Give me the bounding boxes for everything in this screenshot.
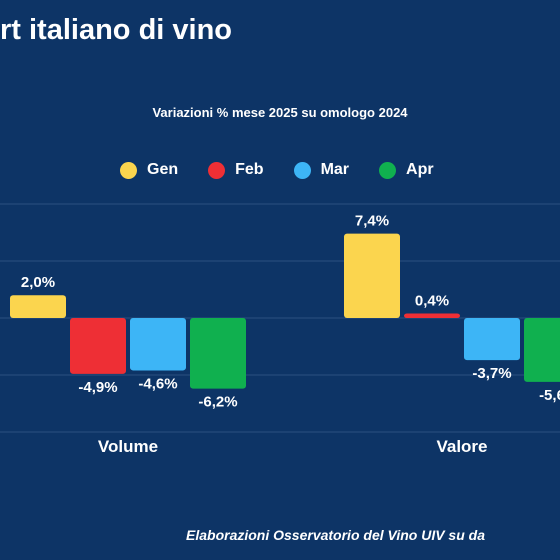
data-label: -5,6 (539, 387, 560, 404)
category-label: Volume (98, 437, 158, 456)
legend-swatch-gen (120, 161, 137, 179)
legend-item-feb: Feb (208, 161, 264, 179)
category-label: Valore (436, 437, 487, 456)
source-footer: Elaborazioni Osservatorio del Vino UIV s… (186, 527, 485, 543)
legend-label-feb: Feb (235, 161, 264, 178)
bar-mar-volume (130, 318, 186, 371)
chart-legend: Gen Feb Mar Apr (120, 161, 464, 179)
chart-title: rt italiano di vino (0, 14, 233, 46)
bar-apr-valore (524, 318, 560, 382)
legend-item-gen: Gen (120, 161, 178, 179)
data-label: 0,4% (415, 292, 449, 309)
data-label: -4,9% (78, 379, 117, 396)
legend-swatch-apr (379, 161, 397, 179)
bar-mar-valore (464, 318, 520, 361)
bar-gen-valore (344, 233, 400, 318)
chart-subtitle: Variazioni % mese 2025 su omologo 2024 (152, 105, 408, 120)
bar-gen-volume (10, 295, 66, 318)
legend-item-mar: Mar (293, 161, 350, 179)
bar-feb-volume (70, 318, 126, 374)
data-label: -4,6% (138, 375, 177, 392)
bar-feb-valore (404, 313, 460, 318)
legend-swatch-feb (208, 161, 226, 179)
legend-swatch-mar (293, 161, 311, 179)
bar-apr-volume (190, 318, 246, 389)
legend-item-apr: Apr (379, 161, 434, 179)
data-label: -6,2% (198, 394, 237, 411)
data-label: -3,7% (472, 365, 511, 382)
legend-label-gen: Gen (147, 161, 179, 178)
legend-label-mar: Mar (320, 161, 350, 178)
legend-label-apr: Apr (406, 161, 434, 178)
data-label: 2,0% (21, 274, 55, 291)
data-label: 7,4% (355, 213, 389, 230)
